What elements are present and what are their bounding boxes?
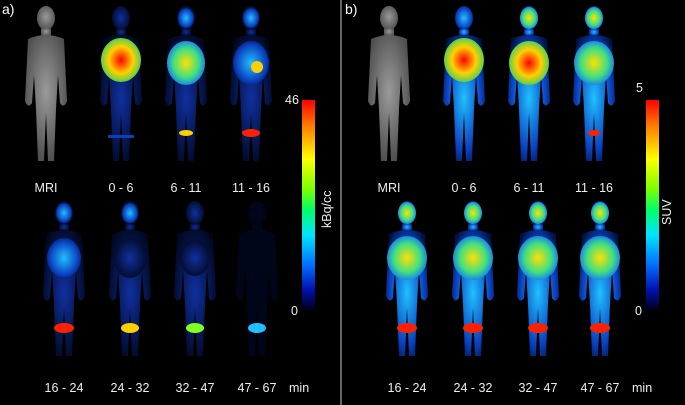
pet-frame-image [568, 5, 620, 165]
colorbar [646, 100, 659, 311]
pet-frame-image [438, 5, 490, 165]
frame-caption: 24 - 32 [453, 381, 493, 395]
time-unit: min [289, 381, 310, 395]
frame-caption: 0 - 6 [451, 181, 477, 195]
colorbar-unit-label: SUV [660, 199, 674, 225]
frame-caption: 24 - 32 [110, 381, 150, 395]
mri-image [20, 5, 72, 165]
panel-a: a) MRI 0 - 6 6 - 11 11 - 16 16 - 24 24 -… [0, 0, 340, 405]
frame-caption: 6 - 11 [513, 181, 545, 195]
colorbar [302, 100, 315, 311]
frame-caption: MRI [34, 181, 58, 195]
frame-caption: 47 - 67 [237, 381, 277, 395]
frame-caption: 47 - 67 [580, 381, 620, 395]
pet-frame-image [38, 200, 90, 360]
pet-frame-image [512, 200, 564, 360]
frame-caption: 32 - 47 [175, 381, 215, 395]
frame-caption: 32 - 47 [518, 381, 558, 395]
panel-b-label: b) [345, 1, 358, 17]
pet-frame-image [95, 5, 147, 165]
pet-frame-image [447, 200, 499, 360]
frame-caption: 11 - 16 [575, 181, 613, 195]
colorbar-max-label: 46 [285, 93, 299, 107]
pet-frame-image [160, 5, 212, 165]
pet-frame-image [503, 5, 555, 165]
mri-image [363, 5, 415, 165]
frame-caption: 16 - 24 [387, 381, 427, 395]
time-unit: min [632, 381, 653, 395]
pet-frame-image [169, 200, 221, 360]
colorbar-unit-label: kBq/cc [320, 190, 334, 228]
pet-frame-image [104, 200, 156, 360]
panel-b: b) MRI 0 - 6 6 - 11 11 - 16 16 - 24 24 -… [343, 0, 685, 405]
panel-a-label: a) [2, 1, 15, 17]
colorbar-min-label: 0 [291, 304, 298, 318]
frame-caption: 11 - 16 [232, 181, 270, 195]
pet-frame-image [381, 200, 433, 360]
frame-caption: 0 - 6 [108, 181, 134, 195]
pet-frame-image [225, 5, 277, 165]
frame-caption: 6 - 11 [170, 181, 202, 195]
panel-divider [340, 0, 342, 405]
frame-caption: 16 - 24 [44, 381, 84, 395]
colorbar-min-label: 0 [635, 304, 642, 318]
colorbar-max-label: 5 [636, 81, 643, 95]
frame-caption: MRI [377, 181, 401, 195]
pet-frame-image [231, 200, 283, 360]
pet-frame-image [574, 200, 626, 360]
